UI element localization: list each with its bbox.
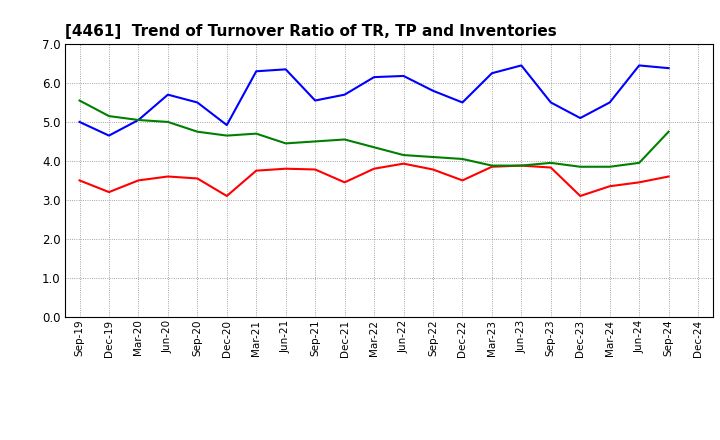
Inventories xyxy=(163,119,172,125)
Line: Trade Receivables: Trade Receivables xyxy=(79,164,669,196)
Trade Receivables xyxy=(75,178,84,183)
Trade Receivables xyxy=(458,178,467,183)
Inventories xyxy=(282,141,290,146)
Trade Payables xyxy=(282,67,290,72)
Line: Trade Payables: Trade Payables xyxy=(79,66,669,136)
Trade Receivables xyxy=(282,166,290,171)
Trade Payables xyxy=(222,122,231,128)
Trade Receivables xyxy=(517,163,526,168)
Trade Payables xyxy=(428,88,437,93)
Trade Payables xyxy=(341,92,349,97)
Trade Payables xyxy=(665,66,673,71)
Inventories xyxy=(311,139,320,144)
Inventories xyxy=(487,163,496,168)
Inventories xyxy=(134,117,143,123)
Trade Receivables xyxy=(428,167,437,172)
Trade Payables xyxy=(517,63,526,68)
Trade Payables xyxy=(104,133,113,138)
Inventories xyxy=(517,163,526,168)
Trade Receivables xyxy=(546,165,555,170)
Inventories xyxy=(576,164,585,169)
Trade Receivables xyxy=(104,190,113,195)
Trade Receivables xyxy=(252,168,261,173)
Trade Payables xyxy=(458,100,467,105)
Trade Payables xyxy=(193,100,202,105)
Trade Payables xyxy=(635,63,644,68)
Trade Receivables xyxy=(163,174,172,179)
Trade Payables xyxy=(370,74,379,80)
Trade Receivables xyxy=(606,183,614,189)
Inventories xyxy=(222,133,231,138)
Inventories xyxy=(606,164,614,169)
Trade Receivables xyxy=(193,176,202,181)
Trade Payables xyxy=(399,73,408,79)
Trade Receivables xyxy=(487,164,496,169)
Inventories xyxy=(341,137,349,142)
Trade Payables xyxy=(163,92,172,97)
Trade Receivables xyxy=(222,193,231,198)
Trade Payables xyxy=(134,117,143,123)
Trade Receivables xyxy=(665,174,673,179)
Trade Receivables xyxy=(311,167,320,172)
Inventories xyxy=(75,98,84,103)
Trade Receivables xyxy=(134,178,143,183)
Inventories xyxy=(104,114,113,119)
Trade Payables xyxy=(546,100,555,105)
Trade Receivables xyxy=(341,180,349,185)
Trade Payables xyxy=(487,70,496,76)
Inventories xyxy=(370,145,379,150)
Inventories xyxy=(193,129,202,134)
Inventories xyxy=(546,160,555,165)
Trade Payables xyxy=(311,98,320,103)
Trade Receivables xyxy=(370,166,379,171)
Trade Payables xyxy=(252,69,261,74)
Text: [4461]  Trend of Turnover Ratio of TR, TP and Inventories: [4461] Trend of Turnover Ratio of TR, TP… xyxy=(65,24,557,39)
Trade Receivables xyxy=(576,193,585,198)
Trade Receivables xyxy=(635,180,644,185)
Inventories xyxy=(665,129,673,134)
Line: Inventories: Inventories xyxy=(79,100,669,167)
Inventories xyxy=(252,131,261,136)
Inventories xyxy=(399,152,408,158)
Trade Payables xyxy=(576,115,585,121)
Inventories xyxy=(458,156,467,161)
Inventories xyxy=(635,160,644,165)
Trade Payables xyxy=(75,119,84,125)
Trade Payables xyxy=(606,100,614,105)
Inventories xyxy=(428,154,437,160)
Trade Receivables xyxy=(399,161,408,166)
